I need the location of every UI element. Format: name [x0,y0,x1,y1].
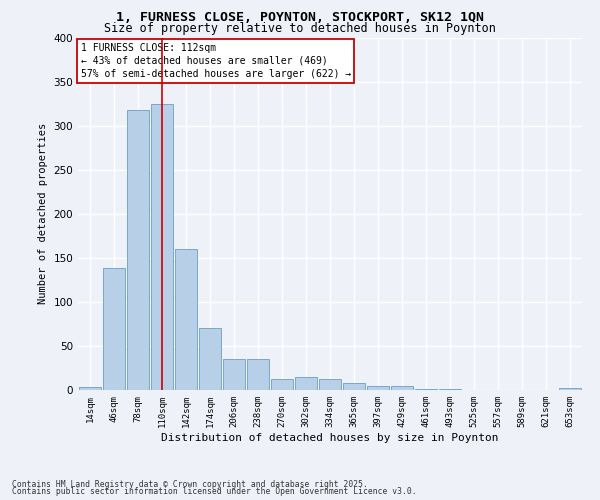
Text: Size of property relative to detached houses in Poynton: Size of property relative to detached ho… [104,22,496,35]
X-axis label: Distribution of detached houses by size in Poynton: Distribution of detached houses by size … [161,432,499,442]
Bar [559,388,581,390]
Bar [151,104,173,390]
Bar [199,328,221,390]
Text: 1, FURNESS CLOSE, POYNTON, STOCKPORT, SK12 1QN: 1, FURNESS CLOSE, POYNTON, STOCKPORT, SK… [116,11,484,24]
Bar [271,378,293,390]
Bar [79,388,101,390]
Bar [175,249,197,390]
Bar [319,378,341,390]
Text: Contains public sector information licensed under the Open Government Licence v3: Contains public sector information licen… [12,487,416,496]
Bar [223,359,245,390]
Text: Contains HM Land Registry data © Crown copyright and database right 2025.: Contains HM Land Registry data © Crown c… [12,480,368,489]
Bar [439,389,461,390]
Bar [367,386,389,390]
Bar [415,389,437,390]
Bar [103,268,125,390]
Bar [127,110,149,390]
Bar [343,383,365,390]
Y-axis label: Number of detached properties: Number of detached properties [38,123,48,304]
Bar [295,377,317,390]
Bar [247,359,269,390]
Bar [391,386,413,390]
Text: 1 FURNESS CLOSE: 112sqm
← 43% of detached houses are smaller (469)
57% of semi-d: 1 FURNESS CLOSE: 112sqm ← 43% of detache… [80,43,351,79]
